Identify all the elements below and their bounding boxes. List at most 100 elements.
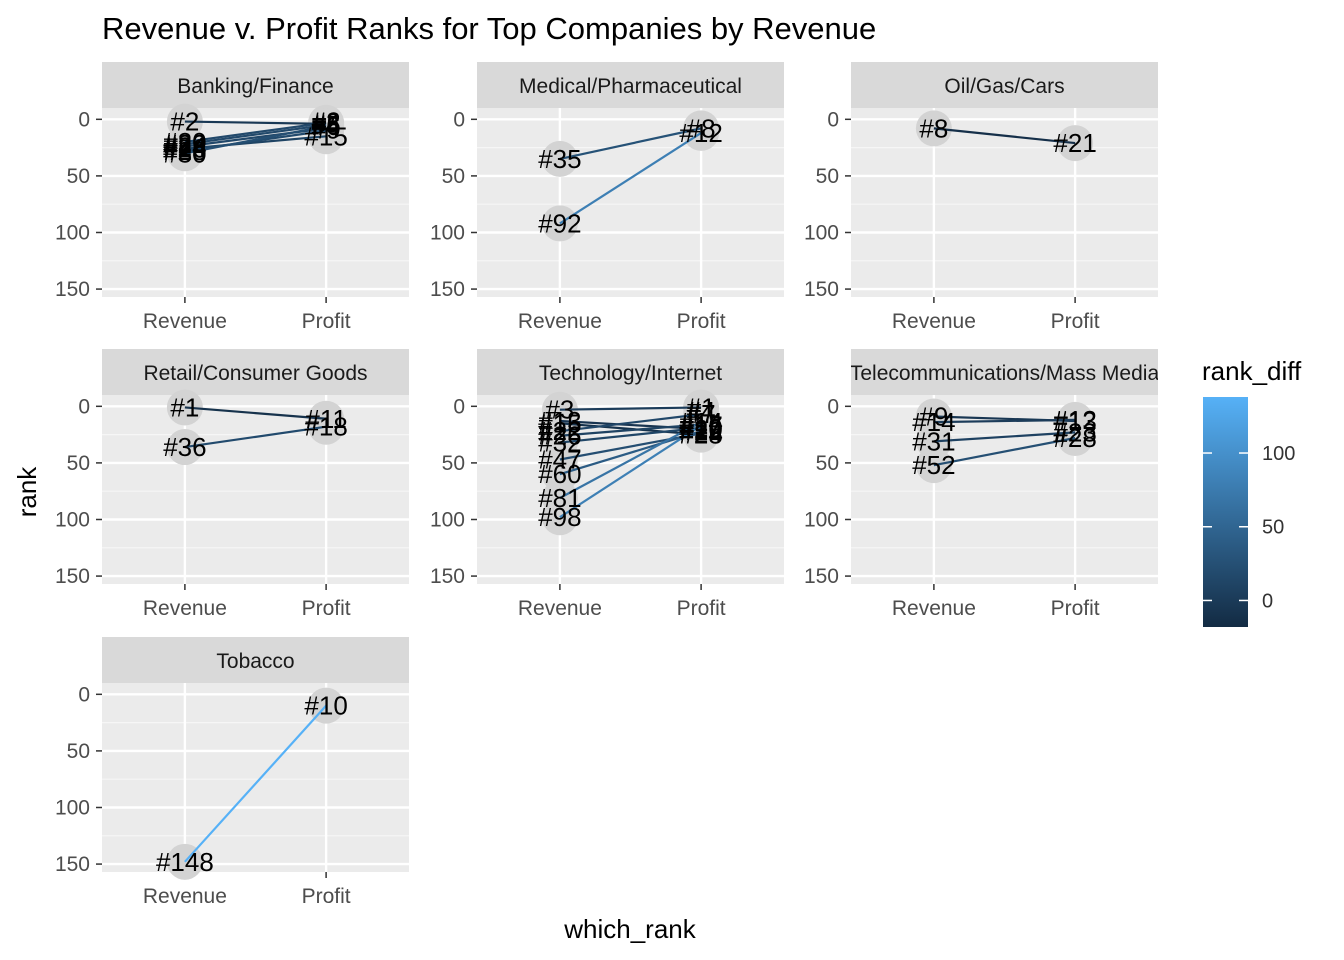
profit-rank-label: #13 — [1053, 406, 1096, 436]
facet-strip — [851, 349, 1158, 395]
panel-background — [477, 108, 784, 297]
facet-strip-label: Retail/Consumer Goods — [143, 362, 367, 385]
rank-change-line — [184, 121, 327, 144]
y-tick-label: 100 — [430, 508, 465, 531]
y-tick-label: 100 — [55, 796, 90, 819]
profit-rank-label: #6 — [312, 111, 341, 141]
revenue-rank-label: #26 — [538, 421, 581, 451]
facet-panel: Medical/Pharmaceutical 0 50 100 150 Revenue Pr… — [430, 62, 784, 333]
revenue-rank-label: #3 — [545, 395, 574, 425]
y-tick-label: 50 — [816, 452, 839, 475]
rank-change-line — [933, 436, 1076, 467]
facet-strip — [851, 62, 1158, 108]
rank-change-line — [559, 131, 702, 225]
profit-rank-label: #23 — [1053, 417, 1096, 447]
y-tick-label: 150 — [804, 565, 839, 588]
x-tick-label: Profit — [1051, 597, 1100, 620]
revenue-rank-label: #1 — [170, 392, 199, 422]
facet-panel: Tobacco 0 50 100 150 Revenue Profit #148 #10 — [55, 637, 409, 908]
x-tick-label: Revenue — [892, 597, 976, 620]
rank-change-line — [559, 424, 702, 519]
revenue-rank-label: #13 — [538, 406, 581, 436]
revenue-rank-label: #2 — [170, 107, 199, 137]
revenue-rank-label: #36 — [163, 432, 206, 462]
y-tick-label: 0 — [78, 683, 90, 706]
revenue-rank-label: #47 — [538, 445, 581, 475]
color-legend: rank_diff 0 50 100 — [1202, 356, 1302, 627]
facet-strip — [477, 349, 784, 395]
rank-change-line — [184, 406, 327, 420]
profit-rank-label: #4 — [687, 396, 716, 426]
y-tick-label: 150 — [55, 278, 90, 301]
y-tick-label: 150 — [430, 278, 465, 301]
y-tick-label: 100 — [804, 508, 839, 531]
y-tick-label: 50 — [442, 452, 465, 475]
y-tick-label: 50 — [67, 165, 90, 188]
y-tick-label: 50 — [816, 165, 839, 188]
y-tick-label: 150 — [430, 565, 465, 588]
revenue-rank-label: #60 — [538, 459, 581, 489]
panel-background — [851, 108, 1158, 297]
revenue-rank-label: #14 — [912, 407, 955, 437]
x-tick-label: Profit — [677, 310, 726, 333]
y-tick-label: 50 — [67, 740, 90, 763]
facet-strip-label: Oil/Gas/Cars — [944, 75, 1064, 98]
facet-strip — [102, 62, 409, 108]
revenue-rank-label: #52 — [912, 450, 955, 480]
revenue-point — [915, 110, 952, 147]
revenue-rank-label: #148 — [156, 847, 214, 877]
revenue-rank-label: #22 — [538, 416, 581, 446]
revenue-rank-label: #8 — [919, 113, 948, 143]
y-tick-label: 150 — [55, 565, 90, 588]
y-tick-label: 0 — [453, 108, 465, 131]
profit-rank-label: #24 — [679, 418, 722, 448]
x-tick-label: Profit — [302, 310, 351, 333]
profit-rank-label: #14 — [679, 407, 722, 437]
revenue-rank-label: #30 — [163, 138, 206, 168]
profit-rank-label: #7 — [687, 399, 716, 429]
y-tick-label: 0 — [827, 108, 839, 131]
y-tick-label: 0 — [827, 395, 839, 418]
facet-strip — [477, 62, 784, 108]
rank-change-line — [933, 418, 1076, 424]
rank-change-line — [559, 419, 702, 431]
profit-rank-label: #16 — [679, 409, 722, 439]
x-tick-label: Profit — [677, 597, 726, 620]
facet-strip-label: Technology/Internet — [539, 362, 722, 385]
y-tick-label: 0 — [78, 108, 90, 131]
rank-change-line — [184, 425, 327, 449]
facet-panel: Oil/Gas/Cars 0 50 100 150 Revenue Profit #8 #21 — [804, 62, 1158, 333]
profit-rank-label: #17 — [679, 411, 722, 441]
revenue-rank-label: #92 — [538, 208, 581, 238]
revenue-rank-label: #22 — [163, 129, 206, 159]
y-tick-label: 150 — [55, 853, 90, 876]
rank-change-line — [184, 125, 327, 155]
rank-change-line — [559, 406, 702, 411]
revenue-rank-label: #15 — [538, 408, 581, 438]
revenue-rank-label: #28 — [163, 136, 206, 166]
revenue-rank-label: #35 — [538, 144, 581, 174]
x-tick-label: Revenue — [892, 310, 976, 333]
revenue-rank-label: #20 — [163, 127, 206, 157]
facet-strip-label: Telecommunications/Mass Media — [850, 362, 1160, 385]
panel-background — [477, 395, 784, 584]
x-tick-label: Profit — [1051, 310, 1100, 333]
rank-change-line — [559, 127, 702, 161]
panel-background — [102, 683, 409, 872]
x-tick-label: Revenue — [518, 310, 602, 333]
facet-strip — [102, 637, 409, 683]
y-axis-title: rank — [12, 466, 42, 518]
profit-rank-label: #2 — [312, 107, 341, 137]
profit-rank-label: #5 — [312, 110, 341, 140]
profit-rank-label: #20 — [679, 414, 722, 444]
x-tick-label: Profit — [302, 597, 351, 620]
facet-panel: Technology/Internet 0 50 100 150 Revenue Profi… — [430, 349, 784, 620]
facet-strip-label: Medical/Pharmaceutical — [519, 75, 742, 98]
revenue-rank-label: #98 — [538, 502, 581, 532]
x-tick-label: Revenue — [518, 597, 602, 620]
rank-change-line — [559, 423, 702, 437]
y-tick-label: 50 — [67, 452, 90, 475]
x-tick-label: Revenue — [143, 597, 227, 620]
